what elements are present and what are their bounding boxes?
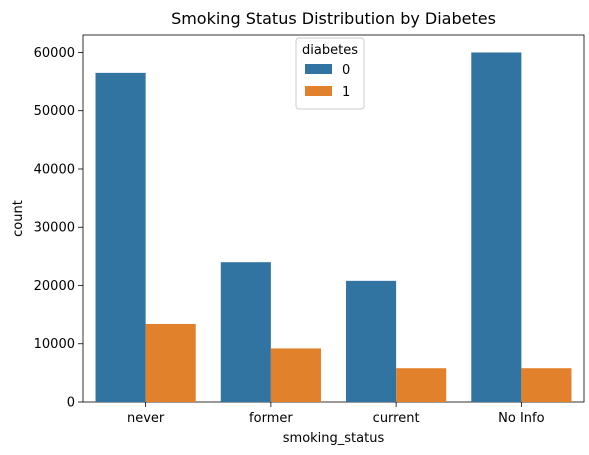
y-tick-label: 60000 — [34, 46, 75, 61]
y-axis: 0 10000 20000 30000 40000 50000 60000 — [34, 46, 83, 411]
bar-no-info-series-0 — [471, 52, 522, 402]
bar-former-series-1 — [270, 348, 321, 402]
y-tick-label: 0 — [67, 396, 75, 411]
x-tick-label: never — [127, 411, 165, 426]
legend-swatch-0 — [305, 64, 332, 74]
legend-label-1: 1 — [342, 85, 350, 100]
x-axis: never former current No Info — [127, 402, 545, 426]
legend: diabetes 0 1 — [295, 37, 365, 110]
y-tick-label: 10000 — [34, 337, 75, 352]
x-tick-label: No Info — [498, 411, 544, 426]
bar-never-series-1 — [145, 323, 196, 402]
bar-former-series-0 — [220, 262, 271, 402]
bars-group — [95, 52, 572, 402]
plot-area: 0 10000 20000 30000 40000 50000 60000 never for… — [34, 34, 585, 426]
y-axis-label: count — [11, 200, 26, 237]
chart-title: Smoking Status Distribution by Diabetes — [171, 9, 496, 28]
x-tick-label: former — [249, 411, 293, 426]
y-tick-label: 30000 — [34, 221, 75, 236]
legend-label-0: 0 — [342, 63, 350, 78]
bar-never-series-0 — [95, 72, 146, 402]
y-tick-label: 40000 — [34, 162, 75, 177]
x-axis-label: smoking_status — [283, 431, 385, 446]
y-tick-label: 50000 — [34, 104, 75, 119]
y-tick-label: 20000 — [34, 279, 75, 294]
x-tick-label: current — [373, 411, 420, 426]
bar-current-series-0 — [346, 280, 397, 402]
legend-title: diabetes — [302, 43, 358, 58]
legend-swatch-1 — [305, 86, 332, 96]
bar-no-info-series-1 — [521, 368, 572, 402]
bar-current-series-1 — [396, 368, 447, 402]
plot-frame — [82, 34, 585, 403]
